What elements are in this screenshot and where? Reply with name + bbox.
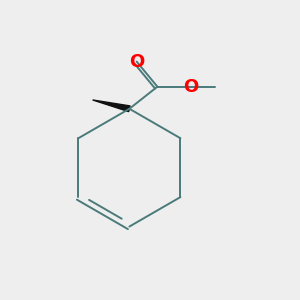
Polygon shape: [93, 100, 130, 112]
Text: O: O: [129, 53, 144, 71]
Text: O: O: [184, 78, 199, 96]
